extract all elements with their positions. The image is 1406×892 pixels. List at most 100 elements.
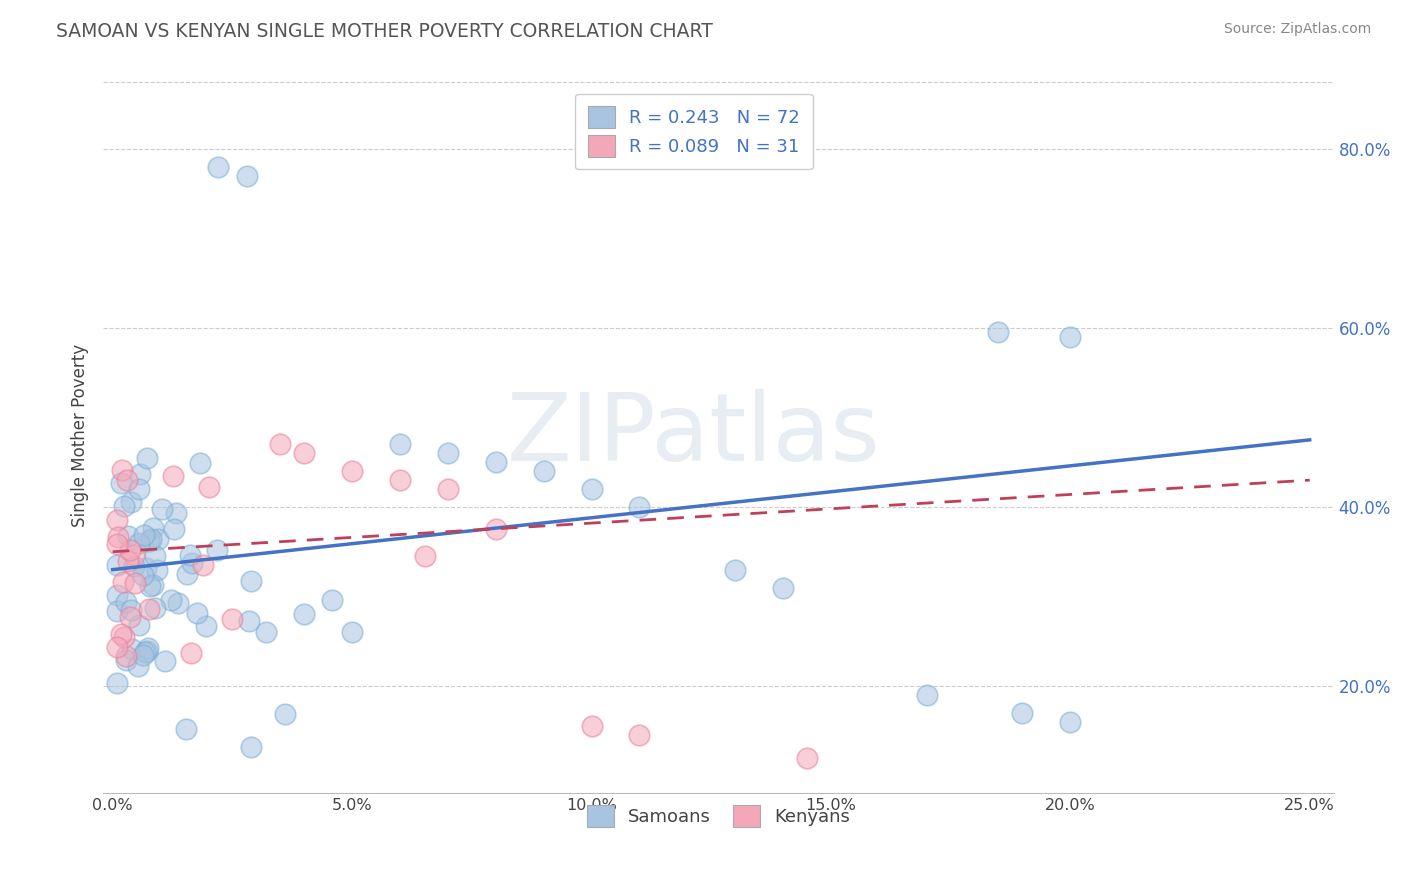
Point	[186, 606, 208, 620]
Point	[132, 648, 155, 662]
Point	[110, 475, 132, 490]
Point	[107, 676, 129, 690]
Point	[107, 537, 129, 551]
Point	[107, 604, 129, 618]
Point	[388, 437, 411, 451]
Point	[207, 160, 229, 174]
Point	[772, 581, 794, 595]
Point	[107, 531, 129, 545]
Point	[150, 501, 173, 516]
Point	[112, 575, 135, 590]
Point	[136, 640, 159, 655]
Point	[292, 446, 315, 460]
Point	[132, 567, 155, 582]
Point	[107, 588, 129, 602]
Point	[533, 464, 555, 478]
Point	[107, 513, 129, 527]
Point	[139, 579, 162, 593]
Point	[180, 647, 202, 661]
Point	[340, 464, 363, 478]
Point	[138, 602, 160, 616]
Text: SAMOAN VS KENYAN SINGLE MOTHER POVERTY CORRELATION CHART: SAMOAN VS KENYAN SINGLE MOTHER POVERTY C…	[56, 22, 713, 41]
Point	[120, 610, 142, 624]
Point	[165, 506, 187, 520]
Point	[198, 480, 221, 494]
Text: Source: ZipAtlas.com: Source: ZipAtlas.com	[1223, 22, 1371, 37]
Point	[141, 532, 163, 546]
Point	[128, 536, 150, 550]
Point	[120, 542, 142, 557]
Point	[1059, 714, 1081, 729]
Point	[110, 627, 132, 641]
Y-axis label: Single Mother Poverty: Single Mother Poverty	[72, 343, 89, 527]
Point	[122, 549, 145, 563]
Point	[155, 654, 177, 668]
Point	[128, 482, 150, 496]
Point	[107, 558, 129, 573]
Point	[176, 567, 198, 582]
Point	[135, 561, 157, 575]
Point	[188, 456, 211, 470]
Point	[628, 500, 651, 514]
Point	[292, 607, 315, 622]
Point	[134, 528, 156, 542]
Point	[796, 750, 818, 764]
Legend: Samoans, Kenyans: Samoans, Kenyans	[579, 798, 858, 834]
Point	[115, 595, 138, 609]
Point	[146, 563, 169, 577]
Point	[112, 500, 135, 514]
Point	[1011, 706, 1033, 720]
Point	[138, 533, 160, 548]
Point	[238, 614, 260, 628]
Point	[274, 707, 297, 722]
Point	[124, 575, 146, 590]
Point	[142, 521, 165, 535]
Point	[437, 446, 460, 460]
Point	[221, 612, 243, 626]
Point	[120, 495, 142, 509]
Point	[141, 578, 163, 592]
Point	[159, 593, 181, 607]
Point	[117, 473, 139, 487]
Point	[115, 648, 138, 663]
Point	[143, 549, 166, 564]
Point	[117, 554, 139, 568]
Point	[179, 548, 201, 562]
Point	[195, 619, 218, 633]
Point	[148, 533, 170, 547]
Point	[581, 719, 603, 733]
Point	[121, 642, 143, 657]
Point	[1059, 330, 1081, 344]
Point	[321, 593, 343, 607]
Point	[112, 630, 135, 644]
Point	[269, 437, 291, 451]
Point	[167, 596, 190, 610]
Point	[485, 522, 508, 536]
Point	[117, 529, 139, 543]
Point	[115, 653, 138, 667]
Point	[174, 722, 197, 736]
Point	[239, 740, 262, 755]
Point	[388, 473, 411, 487]
Point	[136, 644, 159, 658]
Point	[134, 645, 156, 659]
Point	[987, 326, 1010, 340]
Point	[485, 455, 508, 469]
Point	[143, 600, 166, 615]
Point	[239, 574, 262, 589]
Point	[256, 625, 278, 640]
Point	[581, 482, 603, 496]
Point	[181, 556, 204, 570]
Point	[724, 563, 747, 577]
Point	[127, 658, 149, 673]
Point	[915, 688, 938, 702]
Point	[120, 603, 142, 617]
Point	[163, 522, 186, 536]
Point	[191, 558, 214, 572]
Point	[628, 728, 651, 742]
Point	[111, 463, 134, 477]
Point	[340, 625, 363, 640]
Point	[136, 451, 159, 466]
Point	[124, 558, 146, 573]
Point	[107, 640, 129, 655]
